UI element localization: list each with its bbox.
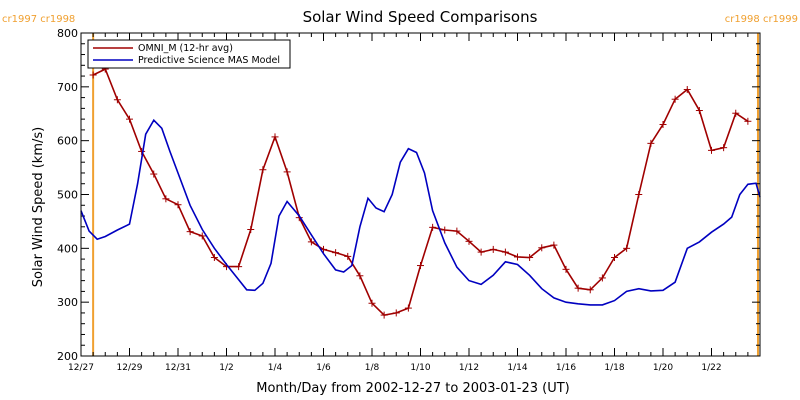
- data-point-omni: [126, 115, 133, 123]
- x-tick-label: 1/10: [410, 363, 430, 373]
- data-point-omni: [732, 109, 740, 117]
- y-tick-label: 600: [57, 135, 78, 148]
- data-point-omni: [417, 262, 424, 270]
- legend-box: [87, 39, 291, 69]
- data-point-omni: [501, 248, 509, 256]
- data-point-omni: [392, 309, 400, 317]
- data-point-omni: [259, 166, 267, 174]
- x-tick-label: 1/6: [316, 363, 331, 373]
- data-point-omni: [562, 265, 570, 273]
- series-line-mas: [80, 118, 761, 306]
- y-tick-label: 800: [57, 27, 78, 40]
- data-point-omni: [307, 238, 315, 246]
- plot-frame: [80, 32, 761, 357]
- x-tick-label: 1/16: [556, 363, 576, 373]
- y-tick-label: 700: [57, 81, 78, 94]
- x-axis-ticks: 12/27 12/29 12/31 1/2 1/4 1/6 1/8 1/10 1/12 1/14 1…: [68, 33, 761, 373]
- chart-title: Solar Wind Speed Comparisons: [303, 8, 538, 26]
- series-line-omni: [92, 68, 749, 316]
- data-point-omni: [550, 241, 558, 249]
- x-tick-label: 1/8: [365, 363, 380, 373]
- data-point-omni: [429, 223, 437, 231]
- carrington-marker-label: cr1998 cr1999: [725, 14, 798, 25]
- x-tick-label: 12/29: [117, 363, 143, 373]
- data-point-omni: [380, 311, 388, 319]
- data-point-omni: [138, 147, 146, 155]
- data-point-omni: [235, 263, 243, 271]
- data-point-omni: [538, 244, 546, 252]
- data-point-omni: [514, 253, 521, 261]
- data-point-omni: [635, 191, 643, 198]
- x-tick-label: 1/18: [604, 363, 624, 373]
- data-point-omni: [611, 253, 618, 261]
- legend-label-mas: Predictive Science MAS Model: [138, 55, 280, 66]
- legend: OMNI_M (12-hr avg) Predictive Science MA…: [87, 39, 291, 69]
- data-point-omni: [708, 146, 715, 154]
- data-point-omni: [210, 253, 218, 261]
- data-point-omni: [174, 201, 182, 209]
- y-tick-label: 400: [57, 242, 78, 255]
- data-point-omni: [477, 248, 485, 256]
- data-point-omni: [89, 71, 97, 79]
- x-tick-label: 12/27: [68, 363, 94, 373]
- data-point-omni: [113, 96, 121, 104]
- data-point-omni: [574, 284, 582, 292]
- data-point-omni: [671, 95, 679, 103]
- data-point-omni: [453, 227, 461, 235]
- data-point-omni: [683, 86, 691, 94]
- data-point-omni: [344, 252, 352, 260]
- data-point-omni: [150, 170, 158, 178]
- series-layer: [80, 65, 761, 319]
- data-point-omni: [598, 274, 606, 282]
- data-point-omni: [659, 121, 667, 129]
- y-axis-ticks: 200 300 400 500 600 700 800: [57, 27, 760, 363]
- data-point-omni: [586, 286, 594, 294]
- y-axis-label: Solar Wind Speed (km/s): [31, 127, 46, 287]
- carrington-marker-label: cr1997 cr1998: [2, 14, 75, 25]
- legend-label-omni: OMNI_M (12-hr avg): [138, 43, 233, 54]
- x-tick-label: 1/12: [459, 363, 479, 373]
- data-point-omni: [465, 237, 473, 245]
- y-tick-label: 500: [57, 189, 78, 202]
- x-tick-label: 12/31: [165, 363, 191, 373]
- data-point-omni: [720, 144, 728, 152]
- data-point-omni: [162, 195, 170, 203]
- data-point-omni: [271, 133, 279, 141]
- x-tick-label: 1/14: [507, 363, 527, 373]
- x-tick-label: 1/22: [701, 363, 721, 373]
- x-axis-label: Month/Day from 2002-12-27 to 2003-01-23 …: [256, 381, 569, 396]
- data-point-omni: [356, 272, 364, 280]
- y-tick-label: 300: [57, 296, 78, 309]
- data-point-omni: [186, 228, 194, 236]
- data-point-omni: [283, 168, 291, 176]
- data-point-omni: [489, 245, 497, 253]
- data-point-omni: [744, 117, 752, 125]
- data-point-omni: [332, 249, 340, 257]
- x-tick-label: 1/2: [219, 363, 233, 373]
- data-point-omni: [647, 139, 655, 147]
- data-point-omni: [623, 244, 631, 252]
- data-point-omni: [247, 225, 255, 233]
- data-point-omni: [526, 253, 534, 261]
- y-tick-label: 200: [57, 350, 78, 363]
- data-point-omni: [441, 226, 449, 234]
- x-tick-label: 1/20: [653, 363, 673, 373]
- data-point-omni: [368, 299, 376, 307]
- data-point-omni: [404, 304, 412, 312]
- data-point-omni: [198, 232, 206, 240]
- x-tick-label: 1/4: [268, 363, 283, 373]
- data-point-omni: [695, 107, 703, 115]
